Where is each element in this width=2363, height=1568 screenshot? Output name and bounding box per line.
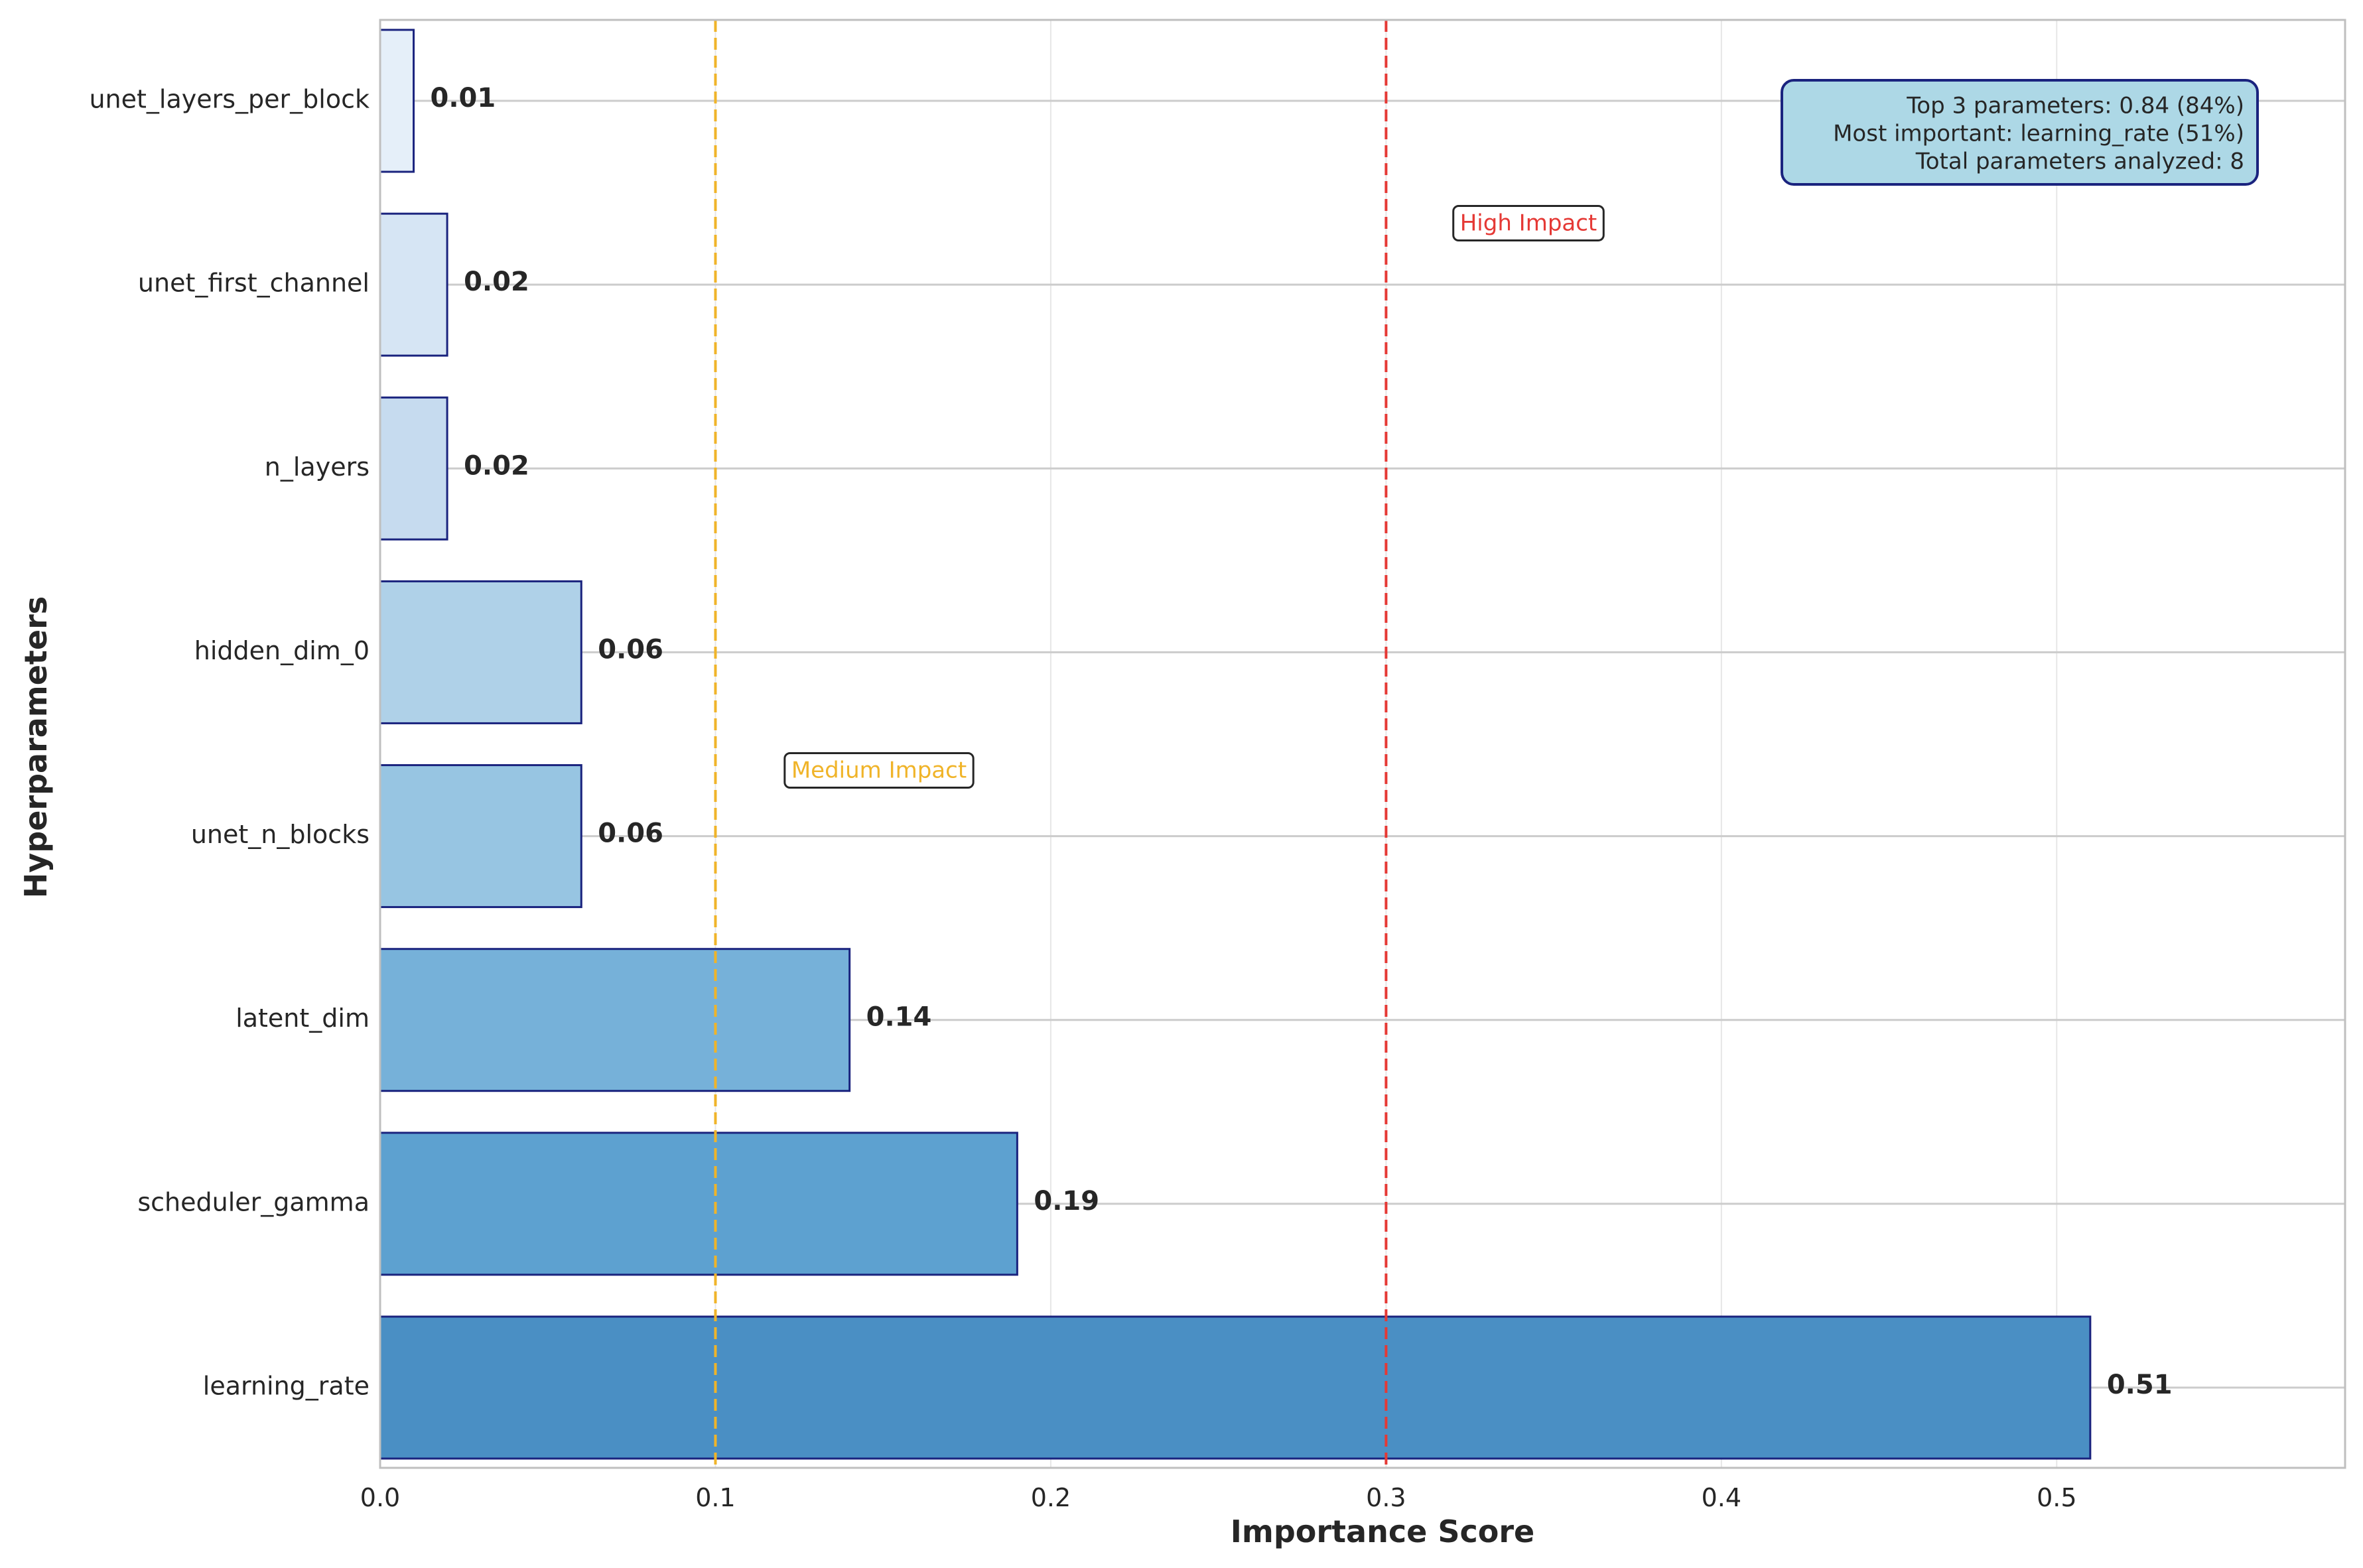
y-tick-label: hidden_dim_0 — [194, 636, 370, 665]
x-tick-label: 0.4 — [1702, 1483, 1741, 1512]
x-tick-label: 0.3 — [1366, 1483, 1406, 1512]
bar-n_layers — [379, 396, 448, 541]
bar-latent_dim — [379, 948, 851, 1092]
value-label-hidden_dim_0: 0.06 — [598, 634, 663, 665]
bar-unet_n_blocks — [379, 764, 582, 909]
x-tick-label: 0.1 — [695, 1483, 735, 1512]
info-box — [1781, 79, 2259, 186]
bar-unet_first_channel — [379, 212, 448, 357]
x-tick-label: 0.5 — [2037, 1483, 2076, 1512]
x-tick-label: 0.0 — [360, 1483, 400, 1512]
y-tick-label: scheduler_gamma — [137, 1187, 370, 1216]
plot-frame — [379, 19, 2346, 1469]
value-label-unet_n_blocks: 0.06 — [598, 818, 663, 849]
reference-label-box — [1452, 205, 1605, 241]
bar-hidden_dim_0 — [379, 580, 582, 724]
value-label-unet_layers_per_block: 0.01 — [431, 83, 496, 113]
reference-label-high-impact: High Impact — [1460, 210, 1597, 237]
value-label-unet_first_channel: 0.02 — [464, 267, 529, 297]
y-axis-title: Hyperparameters — [18, 596, 54, 898]
y-tick-label: n_layers — [265, 452, 370, 482]
value-label-n_layers: 0.02 — [464, 450, 529, 481]
info-box-line: Top 3 parameters: 0.84 (84%) — [1906, 93, 2244, 119]
x-tick-label: 0.2 — [1031, 1483, 1071, 1512]
value-label-scheduler_gamma: 0.19 — [1034, 1186, 1099, 1216]
y-tick-label: unet_layers_per_block — [89, 85, 370, 114]
y-tick-label: latent_dim — [236, 1004, 370, 1033]
x-axis-title: Importance Score — [1231, 1514, 1534, 1549]
y-tick-label: learning_rate — [203, 1372, 370, 1401]
info-box-line: Total parameters analyzed: 8 — [1915, 149, 2244, 175]
bar-learning_rate — [379, 1315, 2092, 1460]
y-tick-label: unet_n_blocks — [191, 820, 370, 849]
reference-label-box — [783, 752, 975, 789]
y-tick-label: unet_first_channel — [138, 269, 370, 298]
bar-unet_layers_per_block — [379, 29, 415, 173]
reference-label-medium-impact: Medium Impact — [791, 757, 967, 784]
bar-scheduler_gamma — [379, 1132, 1018, 1276]
info-box-line: Most important: learning_rate (51%) — [1833, 121, 2244, 147]
value-label-latent_dim: 0.14 — [866, 1002, 932, 1033]
value-label-learning_rate: 0.51 — [2107, 1370, 2173, 1400]
